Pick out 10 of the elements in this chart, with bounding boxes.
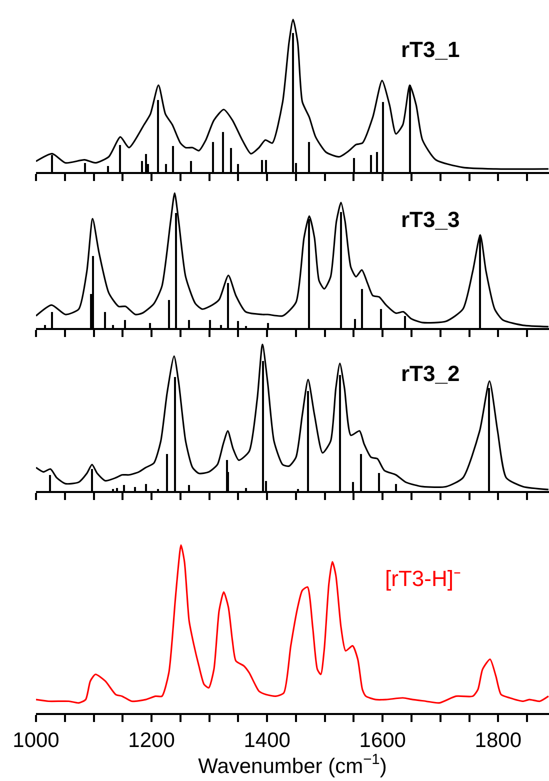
series-label: rT3_1 [401, 37, 460, 62]
series-label: rT3_3 [401, 207, 460, 232]
x-axis-title: Wavenumber (cm$^{−1}$) [198, 752, 387, 778]
x-tick-label: 1000 [12, 728, 60, 752]
x-tick-label: 1200 [128, 728, 175, 752]
x-tick-label: 1400 [244, 728, 290, 752]
x-tick-label: 1800 [474, 728, 522, 752]
series-label: rT3_2 [401, 361, 460, 386]
x-tick-label: 1600 [359, 728, 406, 752]
text: [rT3-H]⁻ [385, 566, 460, 591]
